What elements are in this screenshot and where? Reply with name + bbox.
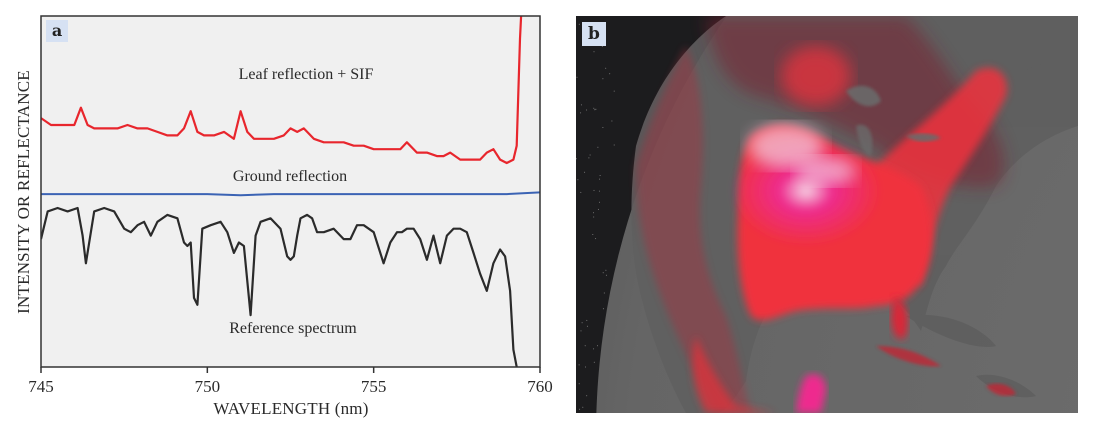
sif-map-svg	[576, 16, 1078, 413]
star	[584, 345, 586, 347]
star	[578, 383, 580, 385]
star	[605, 269, 607, 271]
panel-a-spectra-chart: 745 750 755 760 a Leaf reflection + SIF Gro…	[14, 15, 553, 418]
star	[593, 212, 594, 214]
star	[593, 361, 595, 363]
star	[602, 308, 604, 310]
star	[580, 104, 582, 106]
star	[597, 345, 598, 347]
star	[595, 238, 597, 240]
star	[597, 146, 599, 148]
star	[602, 127, 604, 128]
star	[578, 364, 580, 366]
panel-tag-a: a	[46, 20, 68, 42]
star	[580, 112, 582, 114]
reference-curve-label: Reference spectrum	[229, 320, 357, 337]
star	[601, 45, 603, 47]
star	[609, 73, 611, 75]
star	[593, 107, 595, 109]
sif-overlay	[636, 16, 1016, 413]
series-line-reference-spectrum	[41, 206, 518, 367]
star	[580, 330, 582, 332]
star	[597, 208, 599, 210]
plot-frame	[40, 15, 541, 368]
star	[593, 51, 595, 53]
panel-tag-a-label: a	[52, 21, 62, 40]
star	[599, 175, 601, 176]
series-line-leaf-reflection-sif	[41, 16, 523, 165]
star	[586, 319, 588, 321]
star	[605, 67, 607, 69]
star	[588, 157, 590, 159]
series-layer	[41, 16, 540, 367]
star	[577, 179, 579, 181]
star	[586, 109, 588, 111]
star	[598, 190, 600, 192]
star	[613, 90, 615, 92]
star	[586, 395, 588, 397]
star	[605, 274, 607, 276]
spectra-chart-svg: 745 750 755 760 a Leaf reflection + SIF Gro…	[14, 15, 553, 418]
panel-tag-a-background	[46, 20, 68, 42]
star	[599, 178, 601, 180]
star	[594, 109, 596, 111]
star	[593, 189, 595, 191]
star	[586, 325, 588, 327]
panel-b-sif-map: b	[576, 16, 1078, 413]
star	[576, 158, 577, 160]
star	[581, 322, 583, 324]
leaf-curve-label: Leaf reflection + SIF	[239, 66, 374, 83]
star	[603, 292, 605, 294]
y-axis-label: INTENSITY OR REFLECTANCE	[14, 70, 33, 314]
x-axis-label: WAVELENGTH (nm)	[213, 399, 368, 418]
series-line-ground-reflection	[41, 191, 540, 197]
x-tick-label-750: 750	[195, 377, 221, 396]
plot-background	[41, 16, 540, 367]
star	[578, 23, 580, 25]
x-tick-label-760: 760	[527, 377, 553, 396]
star	[602, 272, 604, 274]
star	[613, 144, 615, 146]
star	[580, 191, 582, 193]
star	[611, 120, 613, 122]
x-tick-label-745: 745	[28, 377, 54, 396]
x-axis-ticks: 745 750 755 760	[28, 367, 553, 396]
star	[589, 154, 591, 156]
star	[602, 78, 604, 80]
star	[592, 234, 594, 235]
star	[599, 201, 600, 203]
star	[579, 408, 581, 410]
panel-tag-b: b	[582, 22, 606, 46]
star	[593, 216, 595, 218]
star	[584, 171, 586, 173]
x-tick-label-755: 755	[361, 377, 387, 396]
star	[593, 348, 595, 350]
ground-curve-label: Ground reflection	[233, 168, 347, 185]
star	[582, 406, 584, 408]
star	[585, 366, 586, 368]
star	[595, 108, 597, 110]
star	[576, 76, 578, 78]
